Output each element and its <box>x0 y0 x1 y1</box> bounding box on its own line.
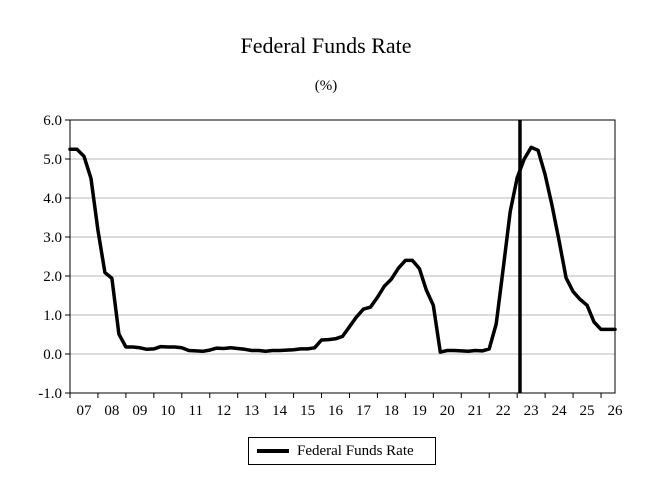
x-tick-label: 13 <box>244 403 259 419</box>
series-layer <box>68 145 617 354</box>
x-tick-label: 18 <box>384 403 399 419</box>
y-tick-label: 5.0 <box>43 152 62 168</box>
y-tick-label: 0.0 <box>43 347 62 363</box>
gridlines <box>70 158 615 355</box>
y-tick-label: 3.0 <box>43 230 62 246</box>
y-tick-label: -1.0 <box>38 386 62 402</box>
x-tick-label: 19 <box>412 403 427 419</box>
series-line-federal-funds-rate <box>68 145 617 354</box>
x-tick-label: 25 <box>580 403 595 419</box>
plot-frame <box>69 119 616 394</box>
x-tick-label: 20 <box>440 403 455 419</box>
y-axis-ticks: -1.0 0.0 1.0 2.0 3.0 4.0 5.0 6.0 <box>38 113 70 402</box>
x-tick-label: 12 <box>216 403 231 419</box>
x-tick-label: 10 <box>160 403 175 419</box>
chart-title: Federal Funds Rate <box>240 33 412 58</box>
x-tick-label: 16 <box>328 403 344 419</box>
y-tick-label: 6.0 <box>43 113 62 129</box>
x-tick-label: 24 <box>552 403 568 419</box>
y-tick-label: 2.0 <box>43 269 62 285</box>
x-tick-label: 15 <box>300 403 315 419</box>
legend: Federal Funds Rate <box>248 437 436 465</box>
x-tick-label: 26 <box>608 403 624 419</box>
legend-label: Federal Funds Rate <box>297 442 414 459</box>
y-tick-label: 4.0 <box>43 191 62 207</box>
x-tick-label: 08 <box>104 403 119 419</box>
chart-subtitle: (%) <box>314 78 338 94</box>
x-tick-label: 21 <box>468 403 483 419</box>
x-tick-label: 09 <box>132 403 147 419</box>
x-tick-label: 11 <box>189 403 203 419</box>
x-tick-label: 07 <box>76 403 92 419</box>
x-tick-label: 17 <box>356 403 372 419</box>
legend-swatch <box>257 449 289 453</box>
x-tick-label: 14 <box>272 403 288 419</box>
y-tick-label: 1.0 <box>43 308 62 324</box>
x-tick-label: 23 <box>524 403 539 419</box>
x-tick-label: 22 <box>496 403 511 419</box>
x-axis-ticks: 07 08 09 10 11 12 13 14 15 16 17 18 19 20 21 22 23 24 25 26 <box>69 393 624 419</box>
